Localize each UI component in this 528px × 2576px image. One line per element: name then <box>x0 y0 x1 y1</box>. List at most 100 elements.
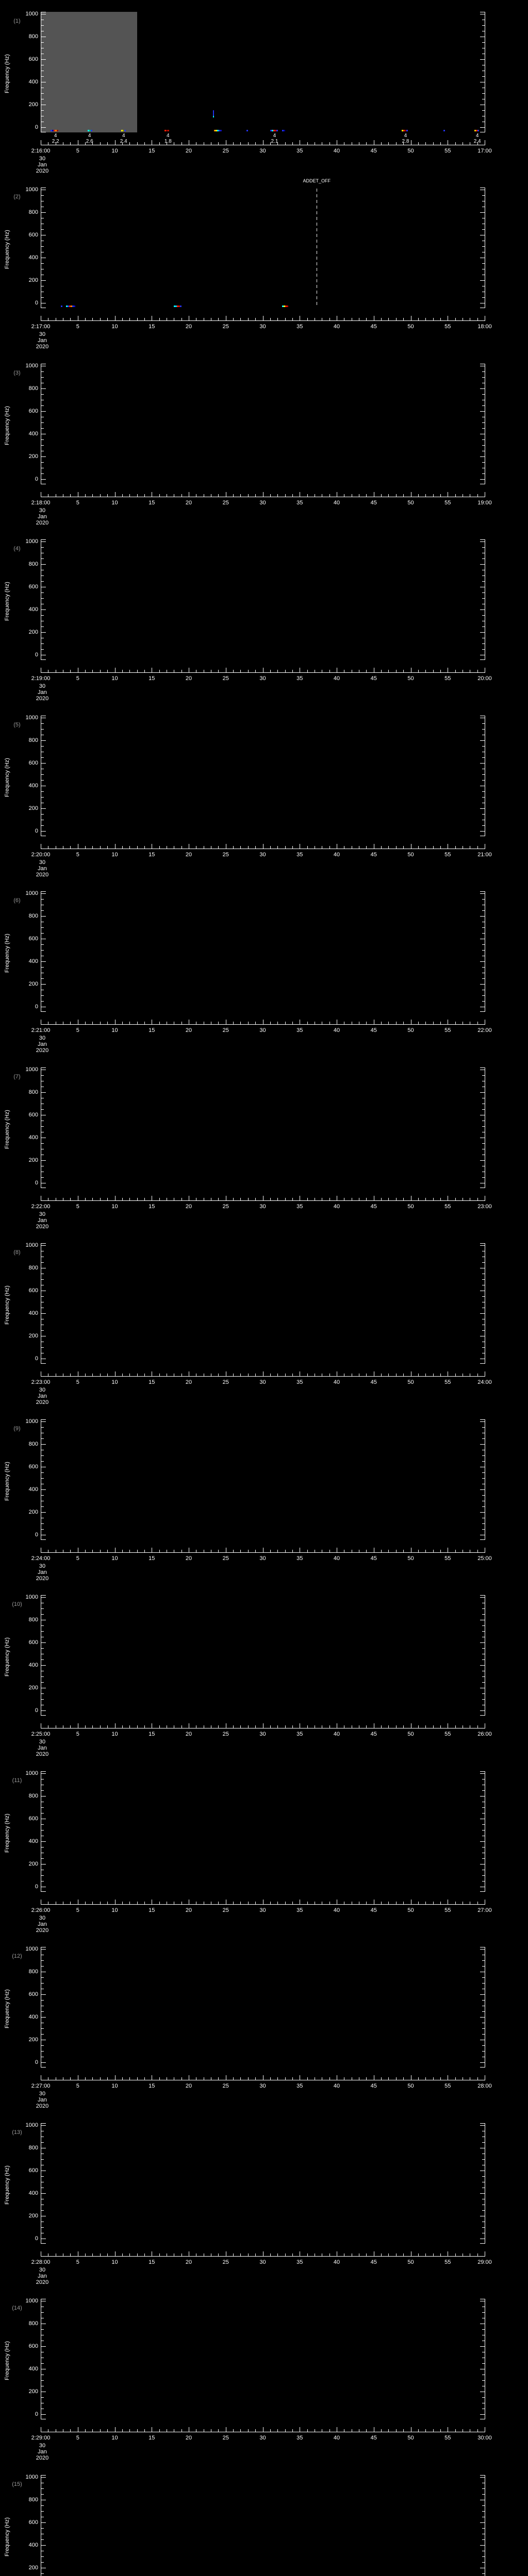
y-tick-minor <box>41 1983 44 1984</box>
y-tick-minor <box>482 1977 485 1978</box>
y-tick-minor <box>41 927 44 928</box>
time-axis-line <box>41 1200 485 1201</box>
time-tick-minor <box>381 1022 382 1025</box>
time-end-label: 20:00 <box>477 675 492 682</box>
time-end-label: 24:00 <box>477 1379 492 1386</box>
time-tick-minor <box>240 1725 241 1728</box>
time-minute-label: 55 <box>444 1907 451 1913</box>
y-tick-label: 1000 <box>25 2122 38 2128</box>
y-tick-label: 0 <box>35 300 38 307</box>
time-tick-minor <box>159 1022 160 1025</box>
time-minute-label: 15 <box>148 324 155 330</box>
time-tick-minor <box>307 2429 308 2432</box>
y-tick-minor <box>482 1880 485 1882</box>
y-tick-major <box>41 127 46 128</box>
y-tick-minor <box>41 2505 44 2506</box>
time-tick-minor <box>366 318 367 321</box>
time-minute-label: 10 <box>111 148 118 154</box>
y-tick-major <box>41 456 46 457</box>
time-tick-minor <box>159 142 160 145</box>
event-marker <box>88 130 93 131</box>
time-minute-label: 5 <box>76 1555 79 1562</box>
time-tick-minor <box>433 494 434 497</box>
y-tick-minor <box>41 1109 44 1110</box>
spectrogram-panel: (2) Frequency (Hz) 1000 800 600 400 200 0 ADDET_… <box>0 179 528 363</box>
time-tick-minor <box>285 670 286 673</box>
time-start-label: 2:16:00 <box>31 148 51 154</box>
time-tick-minor <box>277 1022 278 1025</box>
time-end-label: 19:00 <box>477 499 492 506</box>
y-tick-minor <box>482 547 485 548</box>
time-tick-minor <box>285 318 286 321</box>
y-tick-label: 0 <box>35 1004 38 1010</box>
time-tick-minor <box>122 2253 123 2256</box>
y-tick-minor <box>482 1330 485 1331</box>
time-minute-label: 35 <box>296 2083 303 2090</box>
y-axis-title: Frequency (Hz) <box>4 582 10 621</box>
time-tick-minor <box>218 494 219 497</box>
y-tick-minor <box>41 1608 44 1609</box>
y-tick-label: 1000 <box>25 187 38 193</box>
time-tick-minor <box>100 670 101 673</box>
y-tick-minor <box>482 1676 485 1677</box>
y-tick-minor <box>41 2028 44 2029</box>
event-marker <box>282 130 285 131</box>
date-line: 30 <box>39 2091 46 2097</box>
time-minute-label: 25 <box>222 1731 229 1738</box>
time-tick-minor <box>107 2429 108 2432</box>
time-tick-minor <box>100 1374 101 1377</box>
y-tick-label: 200 <box>28 2037 38 2043</box>
time-tick-minor <box>100 2253 101 2256</box>
y-tick-minor <box>41 422 44 423</box>
time-tick-minor <box>366 1374 367 1377</box>
time-tick-minor <box>403 2077 404 2080</box>
time-tick-minor <box>137 1022 138 1025</box>
time-tick-minor <box>425 1725 426 1728</box>
time-tick-minor <box>248 318 249 321</box>
time-tick-minor <box>425 1901 426 1904</box>
y-tick-minor <box>482 927 485 928</box>
time-tick-minor <box>440 318 441 321</box>
time-tick-minor <box>395 1549 397 1552</box>
time-tick-minor <box>233 845 234 849</box>
y-tick-major <box>41 541 46 543</box>
event-magnitude-label: 2.4 <box>473 139 481 144</box>
time-tick-minor <box>85 670 86 673</box>
time-tick-minor <box>307 142 308 145</box>
time-minute-label: 25 <box>222 2435 229 2442</box>
time-tick-minor <box>129 1901 130 1904</box>
time-tick-minor <box>107 845 108 849</box>
time-tick-minor <box>233 1197 234 1200</box>
time-tick-minor <box>418 2077 419 2080</box>
y-tick-label: 400 <box>28 2190 38 2196</box>
gap-block <box>41 12 138 132</box>
time-minute-label: 55 <box>444 851 451 858</box>
y-tick-major <box>41 2414 46 2415</box>
date-line: 2020 <box>36 2455 49 2462</box>
y-tick-minor <box>41 1676 44 1677</box>
time-tick-minor <box>277 670 278 673</box>
date-line: 2020 <box>36 2103 49 2110</box>
marker-segment <box>215 130 217 131</box>
time-tick-minor <box>70 318 71 321</box>
y-tick-minor <box>482 2494 485 2495</box>
time-tick-minor <box>100 1549 101 1552</box>
time-minute-label: 10 <box>111 1379 118 1386</box>
y-tick-minor <box>482 2051 485 2052</box>
time-minute-label: 25 <box>222 499 229 506</box>
date-line: 30 <box>39 1387 46 1394</box>
time-tick-minor <box>418 2429 419 2432</box>
time-tick-minor <box>388 670 389 673</box>
marker-segment <box>402 130 404 131</box>
y-tick-minor <box>482 1279 485 1280</box>
time-tick-minor <box>107 1197 108 1200</box>
time-tick-minor <box>277 494 278 497</box>
time-minute-label: 50 <box>407 2083 414 2090</box>
y-tick-label: 1000 <box>25 11 38 17</box>
y-tick-minor <box>41 93 44 94</box>
time-tick-minor <box>137 1901 138 1904</box>
y-tick-label: 800 <box>28 1792 38 1799</box>
time-tick-minor <box>366 845 367 849</box>
time-minute-label: 50 <box>407 1731 414 1738</box>
time-tick-minor <box>381 2077 382 2080</box>
